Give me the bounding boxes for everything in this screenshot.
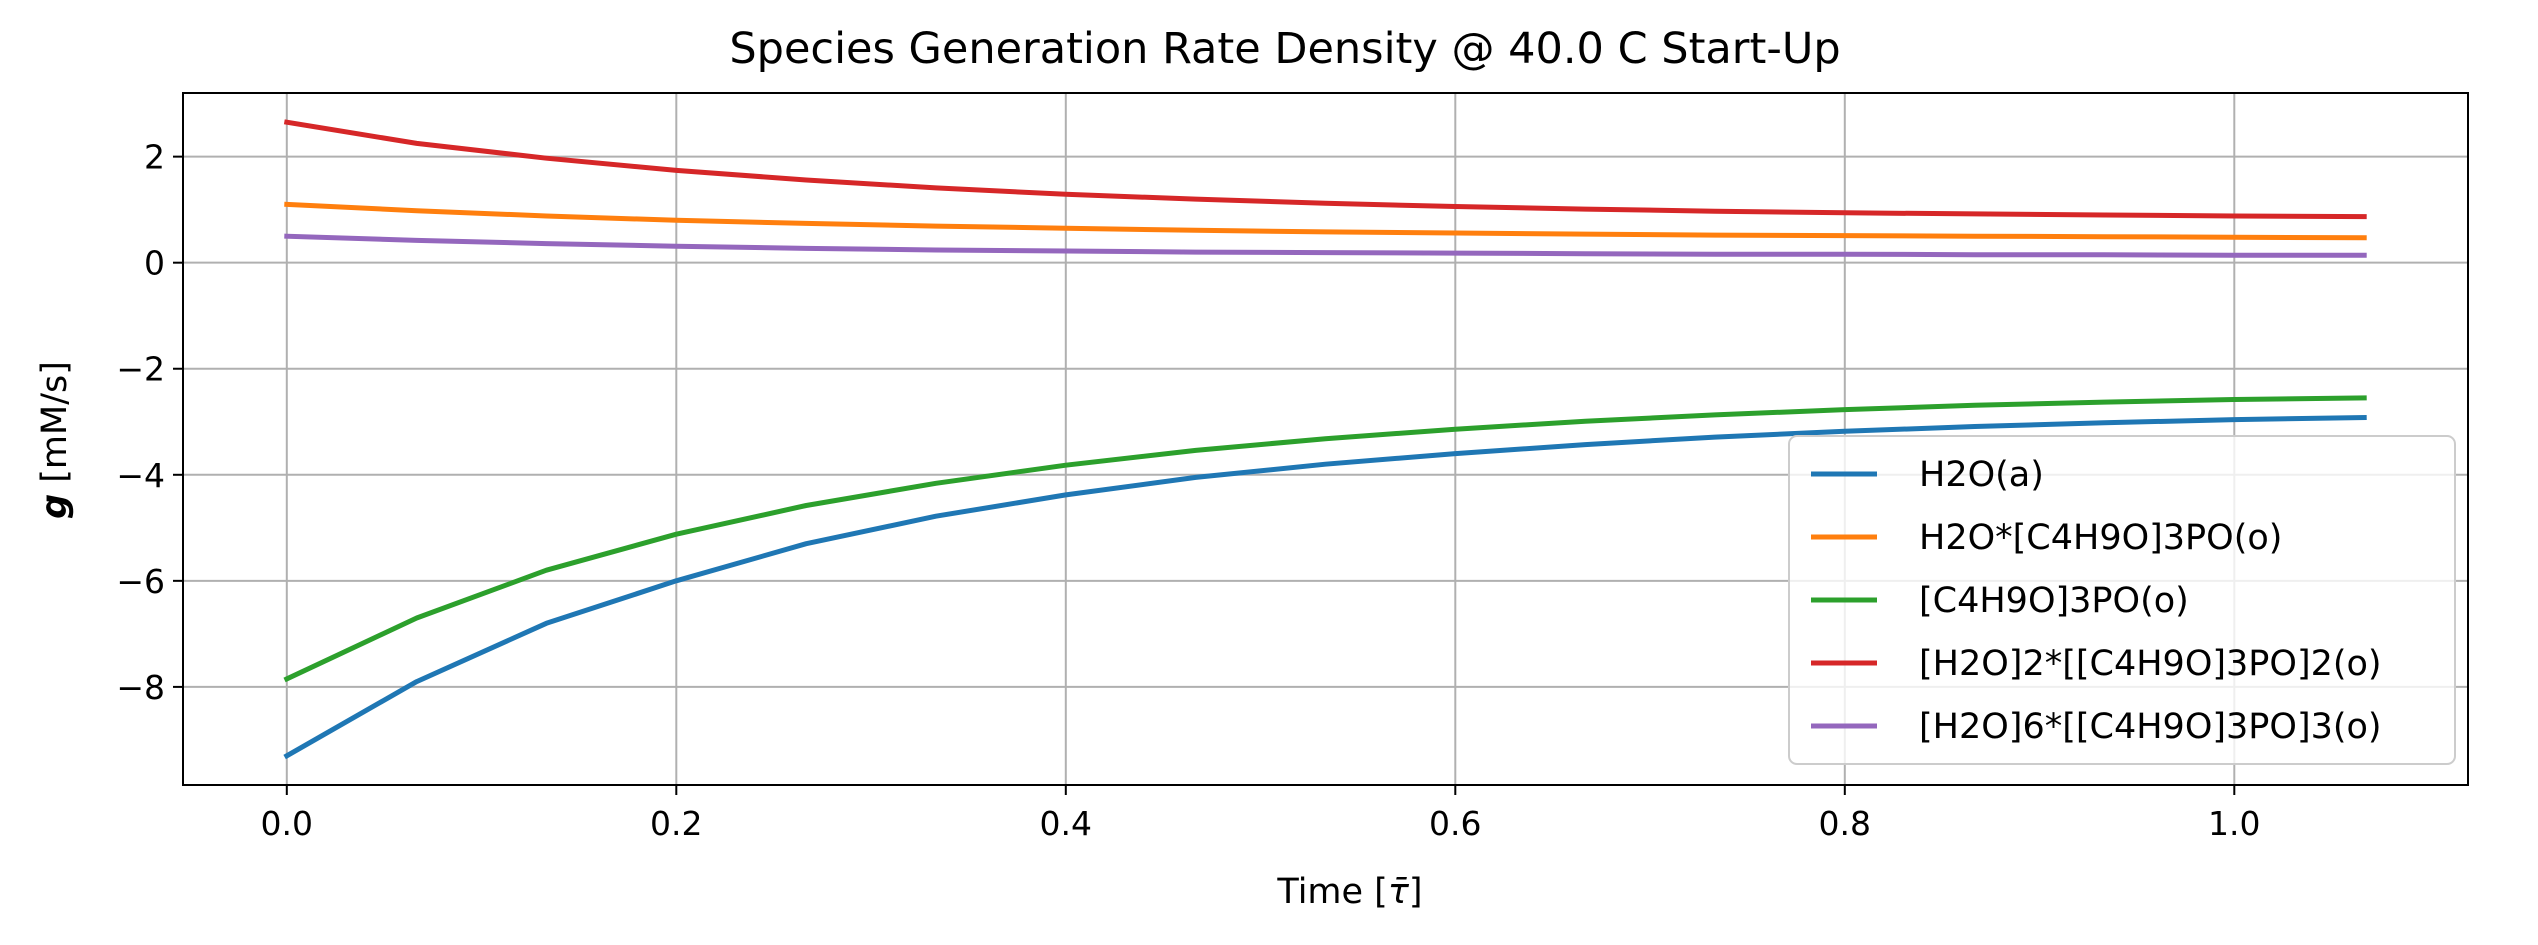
x-axis-label: Time [τ̄] (1276, 872, 1422, 912)
series-line (283, 395, 2367, 683)
series-line (283, 414, 2367, 760)
x-tick-label: 0.0 (261, 804, 313, 843)
legend-label: [C4H9O]3PO(o) (1919, 581, 2189, 621)
x-tick-label: 0.6 (1429, 804, 1481, 843)
y-axis-label: g [mM/s] (35, 361, 75, 519)
y-tick-label: 2 (144, 138, 165, 177)
legend-label: [H2O]2*[[C4H9O]3PO]2(o) (1919, 644, 2382, 684)
series-lines (283, 119, 2367, 760)
series-line (284, 201, 2367, 241)
legend-box (1788, 435, 2456, 765)
chart-title: Species Generation Rate Density @ 40.0 C… (729, 24, 1840, 74)
x-tick-label: 0.8 (1819, 804, 1871, 843)
legend-label: [H2O]6*[[C4H9O]3PO]3(o) (1919, 707, 2382, 747)
series-line (284, 233, 2367, 258)
x-tick-label: 0.2 (650, 804, 702, 843)
plot-frame (182, 92, 2469, 786)
y-axis-ticks: −8 −6 −4 −2 0 2 (116, 138, 183, 707)
legend-label: H2O*[C4H9O]3PO(o) (1919, 518, 2282, 558)
legend: H2O(a) H2O*[C4H9O]3PO(o) [C4H9O]3PO(o) [H2O… (1788, 435, 2456, 765)
series-line (283, 119, 2367, 220)
x-tick-label: 0.4 (1040, 804, 1092, 843)
x-tick-label: 1.0 (2208, 804, 2260, 843)
y-tick-label: −2 (116, 350, 165, 389)
y-tick-label: −8 (116, 668, 165, 707)
y-tick-label: −6 (116, 562, 165, 601)
x-axis-ticks: 0.0 0.2 0.4 0.6 0.8 1.0 (261, 785, 2261, 843)
y-tick-label: −4 (116, 456, 165, 495)
y-tick-label: 0 (144, 244, 165, 283)
legend-label: H2O(a) (1919, 455, 2044, 495)
